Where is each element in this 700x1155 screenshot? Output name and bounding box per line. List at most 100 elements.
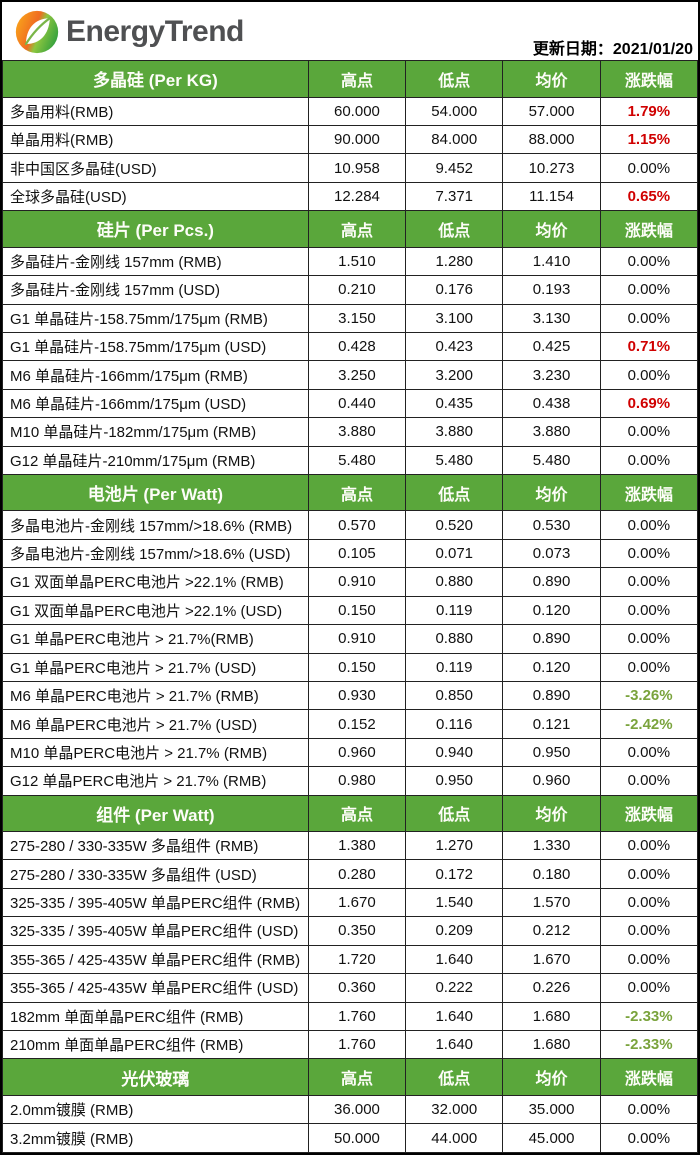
cell-high: 3.880 — [307, 417, 407, 447]
row-label: 3.2mm镀膜 (RMB) — [2, 1123, 309, 1153]
cell-change: 0.00% — [599, 153, 698, 183]
section-title: 电池片 (Per Watt) — [2, 473, 309, 512]
cell-change: 0.00% — [599, 360, 698, 390]
cell-change: 0.00% — [599, 1123, 698, 1153]
cell-high: 0.150 — [307, 595, 407, 626]
row-label: 275-280 / 330-335W 多晶组件 (RMB) — [2, 831, 309, 861]
cell-avg: 45.000 — [502, 1123, 601, 1153]
cell-high: 0.980 — [307, 766, 407, 796]
table-row: M10 单晶硅片-182mm/175μm (RMB) 3.880 3.880 3… — [2, 417, 698, 447]
row-label: G12 单晶PERC电池片 > 21.7% (RMB) — [2, 766, 309, 796]
cell-high: 0.428 — [307, 331, 407, 362]
cell-high: 60.000 — [307, 96, 407, 126]
row-label: 210mm 单面单晶PERC组件 (RMB) — [2, 1029, 309, 1060]
cell-change: 0.00% — [599, 246, 698, 277]
row-label: 182mm 单面单晶PERC组件 (RMB) — [2, 1001, 309, 1031]
cell-low: 0.520 — [405, 510, 504, 540]
brand-name: EnergyTrend — [66, 15, 244, 48]
table-row: G12 单晶PERC电池片 > 21.7% (RMB) 0.980 0.950 … — [2, 766, 698, 796]
table-row: 非中国区多晶硅(USD) 10.958 9.452 10.273 0.00% — [2, 153, 698, 183]
table-row: G12 单晶硅片-210mm/175μm (RMB) 5.480 5.480 5… — [2, 445, 698, 475]
cell-low: 0.209 — [405, 916, 504, 946]
cell-avg: 0.438 — [502, 388, 601, 419]
cell-avg: 0.950 — [502, 737, 601, 768]
cell-avg: 0.120 — [502, 595, 601, 626]
cell-low: 3.200 — [405, 360, 504, 390]
table-row: 275-280 / 330-335W 多晶组件 (USD) 0.280 0.17… — [2, 859, 698, 889]
column-header-low: 低点 — [405, 794, 504, 833]
cell-low: 9.452 — [405, 153, 504, 183]
cell-high: 0.210 — [307, 275, 407, 305]
cell-low: 0.423 — [405, 331, 504, 362]
table-row: M6 单晶硅片-166mm/175μm (RMB) 3.250 3.200 3.… — [2, 360, 698, 390]
cell-change: 0.00% — [599, 1094, 698, 1125]
row-label: G1 双面单晶PERC电池片 >22.1% (RMB) — [2, 567, 309, 597]
cell-low: 0.850 — [405, 680, 504, 711]
row-label: G1 双面单晶PERC电池片 >22.1% (USD) — [2, 595, 309, 626]
section-title: 多晶硅 (Per KG) — [2, 60, 309, 98]
cell-high: 1.380 — [307, 831, 407, 861]
section-header-row: 组件 (Per Watt) 高点 低点 均价 涨跌幅 — [2, 794, 698, 833]
row-label: G1 单晶硅片-158.75mm/175μm (RMB) — [2, 303, 309, 333]
cell-low: 7.371 — [405, 181, 504, 212]
cell-high: 0.930 — [307, 680, 407, 711]
cell-avg: 0.890 — [502, 680, 601, 711]
row-label: 355-365 / 425-435W 单晶PERC组件 (USD) — [2, 973, 309, 1003]
table-row: 2.0mm镀膜 (RMB) 36.000 32.000 35.000 0.00% — [2, 1094, 698, 1125]
cell-high: 0.910 — [307, 567, 407, 597]
cell-change: 0.00% — [599, 859, 698, 889]
table-row: G1 单晶硅片-158.75mm/175μm (USD) 0.428 0.423… — [2, 331, 698, 362]
row-label: 非中国区多晶硅(USD) — [2, 153, 309, 183]
section-header-row: 多晶硅 (Per KG) 高点 低点 均价 涨跌幅 — [2, 60, 698, 98]
cell-avg: 57.000 — [502, 96, 601, 126]
cell-avg: 0.212 — [502, 916, 601, 946]
row-label: 多晶电池片-金刚线 157mm/>18.6% (RMB) — [2, 510, 309, 540]
cell-change: 0.00% — [599, 973, 698, 1003]
cell-avg: 1.680 — [502, 1001, 601, 1031]
section-title: 组件 (Per Watt) — [2, 794, 309, 833]
cell-avg: 0.121 — [502, 709, 601, 739]
cell-high: 0.360 — [307, 973, 407, 1003]
table-row: 全球多晶硅(USD) 12.284 7.371 11.154 0.65% — [2, 181, 698, 212]
cell-low: 0.071 — [405, 538, 504, 569]
cell-high: 90.000 — [307, 124, 407, 155]
column-header-low: 低点 — [405, 60, 504, 98]
cell-change: 0.00% — [599, 944, 698, 975]
cell-low: 44.000 — [405, 1123, 504, 1153]
row-label: 2.0mm镀膜 (RMB) — [2, 1094, 309, 1125]
table-row: G1 单晶PERC电池片 > 21.7% (USD) 0.150 0.119 0… — [2, 652, 698, 682]
column-header-high: 高点 — [307, 60, 407, 98]
cell-low: 5.480 — [405, 445, 504, 475]
leaf-swirl-icon — [15, 10, 59, 54]
column-header-change: 涨跌幅 — [599, 1058, 698, 1096]
cell-avg: 35.000 — [502, 1094, 601, 1125]
cell-high: 0.440 — [307, 388, 407, 419]
cell-change: 0.00% — [599, 538, 698, 569]
cell-high: 0.960 — [307, 737, 407, 768]
row-label: G1 单晶PERC电池片 > 21.7% (USD) — [2, 652, 309, 682]
cell-avg: 88.000 — [502, 124, 601, 155]
cell-high: 0.152 — [307, 709, 407, 739]
cell-change: 0.00% — [599, 624, 698, 654]
row-label: 多晶用料(RMB) — [2, 96, 309, 126]
row-label: 355-365 / 425-435W 单晶PERC组件 (RMB) — [2, 944, 309, 975]
column-header-high: 高点 — [307, 1058, 407, 1096]
cell-change: 0.69% — [599, 388, 698, 419]
cell-high: 1.760 — [307, 1001, 407, 1031]
cell-low: 0.119 — [405, 652, 504, 682]
row-label: G12 单晶硅片-210mm/175μm (RMB) — [2, 445, 309, 475]
table-row: 多晶用料(RMB) 60.000 54.000 57.000 1.79% — [2, 96, 698, 126]
cell-change: 0.00% — [599, 766, 698, 796]
column-header-high: 高点 — [307, 473, 407, 512]
cell-low: 84.000 — [405, 124, 504, 155]
cell-low: 54.000 — [405, 96, 504, 126]
cell-low: 0.940 — [405, 737, 504, 768]
column-header-low: 低点 — [405, 1058, 504, 1096]
section-title: 硅片 (Per Pcs.) — [2, 210, 309, 248]
cell-avg: 0.530 — [502, 510, 601, 540]
cell-low: 0.116 — [405, 709, 504, 739]
cell-high: 0.150 — [307, 652, 407, 682]
column-header-change: 涨跌幅 — [599, 473, 698, 512]
table-row: 210mm 单面单晶PERC组件 (RMB) 1.760 1.640 1.680… — [2, 1029, 698, 1060]
cell-avg: 0.890 — [502, 567, 601, 597]
